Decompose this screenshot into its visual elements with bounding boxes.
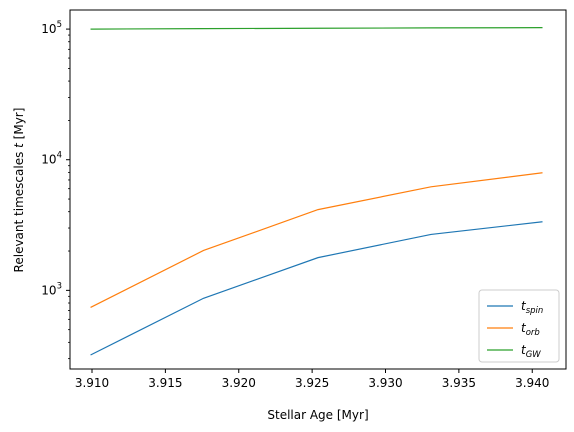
- x-axis-label: Stellar Age [Myr]: [267, 408, 368, 422]
- y-tick-label: 103: [41, 281, 62, 297]
- y-tick-label: 104: [41, 151, 62, 167]
- legend-label-spin: tspin: [521, 299, 543, 316]
- plot-frame: [69, 9, 567, 370]
- x-tick-label: 3.915: [148, 376, 182, 390]
- series-layer: [90, 27, 543, 356]
- x-tick-label: 3.930: [368, 376, 402, 390]
- series-line-orb: [90, 172, 543, 308]
- x-tick-label: 3.920: [222, 376, 256, 390]
- x-tick-label: 3.935: [442, 376, 476, 390]
- x-axis: 3.910 3.915 3.920 3.925 3.930 3.935 3.940: [75, 369, 549, 390]
- y-axis-label: Relevant timescales t [Myr]: [12, 108, 26, 273]
- y-axis: 103 104 105: [41, 20, 70, 360]
- x-tick-label: 3.940: [515, 376, 549, 390]
- legend-label-gw: tGW: [521, 343, 541, 360]
- series-line-spin: [90, 221, 543, 356]
- y-tick-label: 105: [41, 20, 62, 36]
- legend: tspin torb tGW: [478, 289, 560, 363]
- series-line-gw: [90, 27, 543, 30]
- legend-label-orb: torb: [521, 321, 540, 338]
- x-tick-label: 3.925: [295, 376, 329, 390]
- x-tick-label: 3.910: [75, 376, 109, 390]
- legend-box: [478, 289, 560, 363]
